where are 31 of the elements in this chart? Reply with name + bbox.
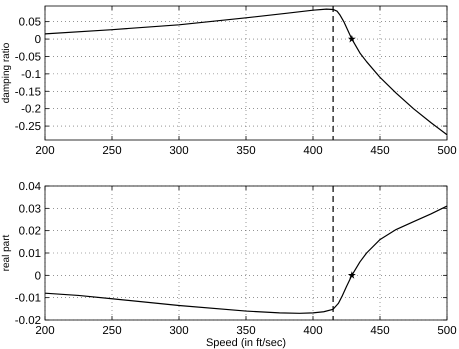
y-tick-label: 0 [34, 34, 41, 46]
x-tick-label: 200 [35, 145, 55, 157]
y-tick-label: -0.25 [14, 121, 41, 134]
y-tick-label: -0.1 [21, 68, 41, 81]
x-tick-label: 250 [102, 325, 122, 337]
x-tick-label: 300 [169, 325, 189, 337]
y-tick-label: -0.2 [21, 104, 41, 116]
y-axis-title: real part [1, 234, 12, 272]
y-axis-title: damping ratio [1, 42, 12, 104]
y-tick-label: 0.01 [18, 248, 41, 260]
x-tick-label: 450 [370, 145, 390, 157]
x-tick-label: 400 [303, 325, 323, 337]
x-tick-label: 500 [437, 325, 457, 337]
y-tick-label: 0.03 [18, 203, 41, 216]
y-tick-label: -0.01 [14, 292, 41, 305]
x-tick-label: 250 [102, 145, 122, 157]
x-axis-title: Speed (in ft/sec) [206, 337, 286, 349]
x-tick-label: 300 [169, 145, 189, 157]
x-tick-label: 500 [437, 145, 457, 157]
x-tick-label: 350 [236, 145, 256, 157]
x-tick-label: 200 [35, 325, 55, 337]
y-tick-label: 0 [34, 270, 41, 282]
y-tick-label: 0.02 [18, 226, 41, 238]
y-tick-label: -0.02 [14, 315, 41, 327]
y-tick-label: -0.15 [14, 86, 41, 98]
x-tick-label: 350 [236, 325, 256, 337]
y-tick-label: -0.05 [14, 51, 41, 64]
y-tick-label: 0.05 [18, 16, 41, 29]
y-tick-label: 0.04 [18, 181, 42, 193]
x-tick-label: 400 [303, 145, 323, 157]
x-tick-label: 450 [370, 325, 390, 337]
